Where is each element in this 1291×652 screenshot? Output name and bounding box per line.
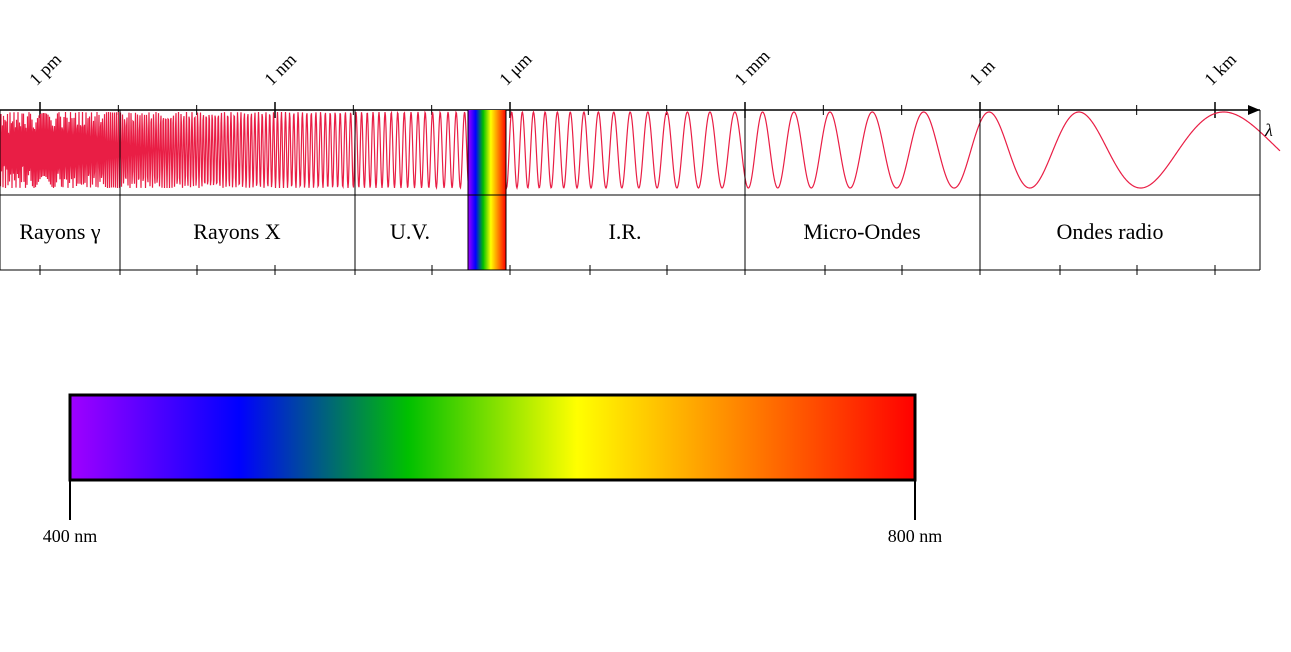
diagram-svg (0, 0, 1291, 652)
axis-lambda-label: λ (1265, 120, 1273, 141)
em-spectrum-diagram: 1 pm 1 nm 1 μm 1 mm 1 m 1 km λ Rayons γ … (0, 0, 1291, 652)
band-gamma-label: Rayons γ (19, 219, 100, 245)
band-ir-label: I.R. (609, 219, 642, 245)
band-uv-label: U.V. (390, 219, 430, 245)
band-micro-label: Micro-Ondes (803, 219, 920, 245)
visible-left-label: 400 nm (43, 526, 98, 547)
band-radio-label: Ondes radio (1057, 219, 1164, 245)
band-xray-label: Rayons X (193, 219, 280, 245)
visible-right-label: 800 nm (888, 526, 943, 547)
